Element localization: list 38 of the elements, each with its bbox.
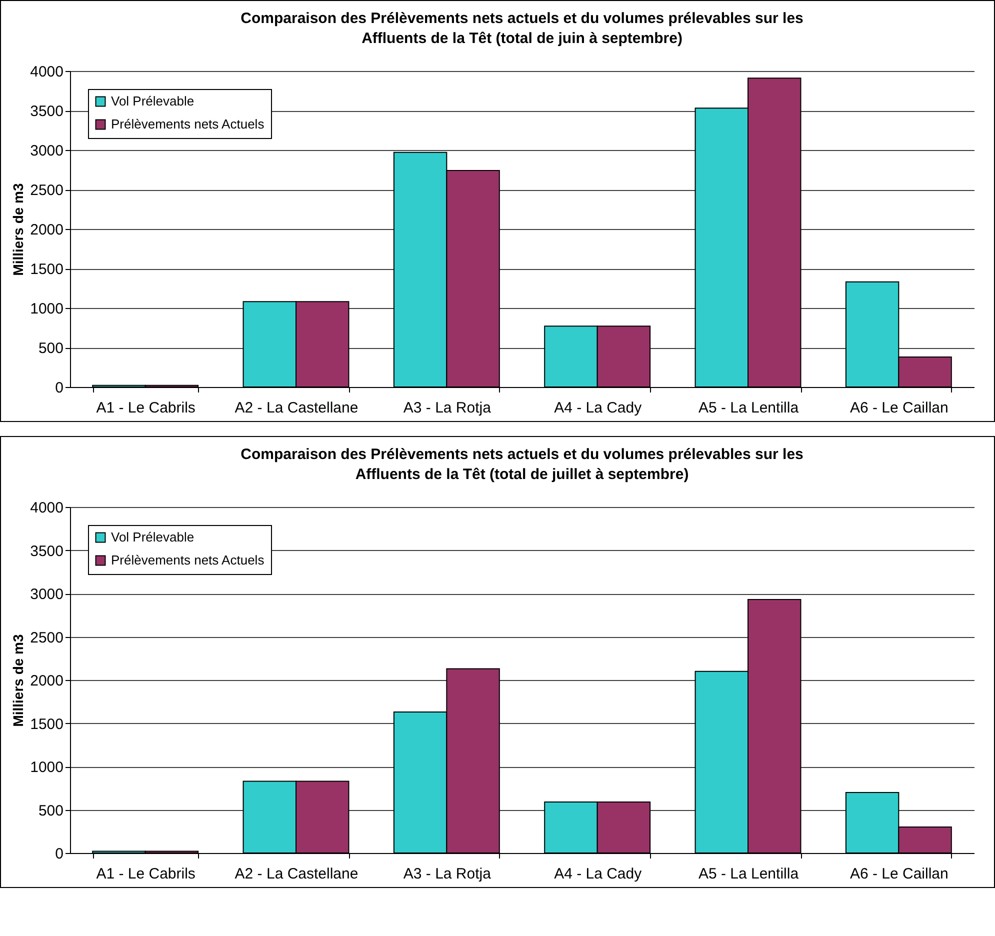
y-axis-title: Milliers de m3 [10,182,26,276]
y-tick-label: 3500 [30,542,64,560]
x-tick-label: A4 - La Cady [554,866,642,882]
legend-label: Prélèvements nets Actuels [111,552,265,568]
y-tick-label: 4000 [30,500,64,516]
y-tick-label: 1000 [30,300,64,318]
y-tick-label: 2500 [30,629,64,646]
chart-title: Comparaison des Prélèvements nets actuels et du volumes prélevables sur les Affluents de la Têt (total de juin à septembre) [240,10,804,47]
y-tick-label: 500 [38,802,64,820]
x-tick-label: A5 - La Lentilla [698,400,800,416]
y-tick-label: 0 [55,846,64,862]
y-tick-label: 4000 [30,64,64,80]
x-tick-label: A4 - La Cady [554,400,642,416]
y-tick-label: 3500 [30,103,64,120]
x-tick-label: A2 - La Castellane [234,866,358,882]
x-tick-label: A6 - Le Caillan [850,400,948,416]
y-axis-title: Milliers de m3 [10,634,26,727]
y-tick-label: 1500 [30,261,64,278]
y-tick-label: 2000 [30,672,64,690]
legend-label: Prélèvements nets Actuels [111,116,265,132]
y-tick-label: 1500 [30,716,64,733]
y-tick-label: 0 [55,380,64,396]
x-tick-label: A5 - La Lentilla [698,866,800,882]
legend-label: Vol Prélevable [111,94,194,108]
y-tick-label: 3000 [30,142,64,160]
y-tick-label: 500 [38,340,64,357]
y-tick-label: 2500 [30,182,64,199]
x-tick-label: A2 - La Castellane [234,400,358,416]
x-tick-label: A1 - Le Cabrils [96,400,196,416]
y-tick-label: 1000 [30,759,64,776]
x-tick-label: A1 - Le Cabrils [96,866,196,882]
y-tick-label: 2000 [30,222,64,238]
x-tick-label: A6 - Le Caillan [850,866,948,882]
x-tick-label: A3 - La Rotja [403,400,492,416]
legend-label: Vol Prélevable [111,530,194,544]
x-tick-label: A3 - La Rotja [403,866,492,882]
chart-title: Comparaison des Prélèvements nets actuels et du volumes prélevables sur les Affluents de la Têt (total de juillet à septembre) [240,446,804,483]
y-tick-label: 3000 [30,586,64,603]
